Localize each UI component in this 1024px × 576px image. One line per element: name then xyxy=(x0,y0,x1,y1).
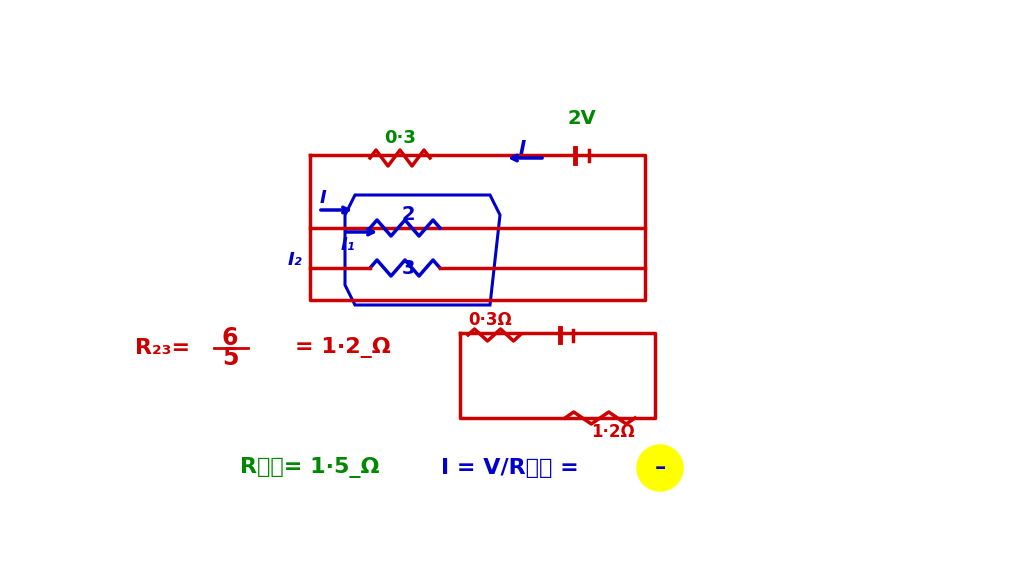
Text: I: I xyxy=(319,189,327,207)
Text: 0·3: 0·3 xyxy=(384,129,416,147)
Text: = 1·2_Ω: = 1·2_Ω xyxy=(295,338,391,358)
Text: 3: 3 xyxy=(401,259,415,278)
Text: 5: 5 xyxy=(222,346,239,370)
Text: I₁: I₁ xyxy=(341,236,355,254)
Text: –: – xyxy=(654,458,666,478)
Text: 0·3Ω: 0·3Ω xyxy=(468,311,512,329)
Text: I = V/R𝑒𝑙 =: I = V/R𝑒𝑙 = xyxy=(441,458,579,478)
Circle shape xyxy=(638,446,682,490)
Text: 2: 2 xyxy=(401,206,415,225)
Text: 1·2Ω: 1·2Ω xyxy=(591,423,635,441)
Text: I₂: I₂ xyxy=(288,251,302,269)
Text: R₂₃=: R₂₃= xyxy=(135,338,190,358)
Text: 6: 6 xyxy=(222,326,239,350)
Text: I: I xyxy=(518,138,525,157)
Text: 2V: 2V xyxy=(567,108,596,127)
Text: R𝑒𝑙= 1·5_Ω: R𝑒𝑙= 1·5_Ω xyxy=(241,457,380,479)
